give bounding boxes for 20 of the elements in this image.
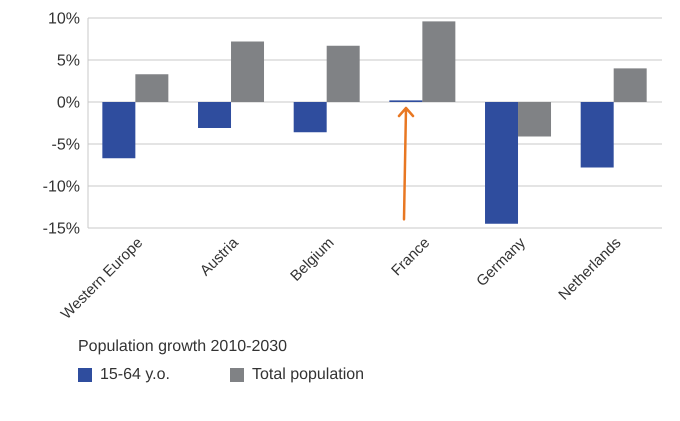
bar	[326, 46, 360, 102]
bar	[231, 42, 264, 102]
bar	[135, 74, 168, 102]
legend-label: Total population	[252, 366, 364, 384]
y-tick-label: -15%	[42, 220, 80, 238]
bar	[102, 102, 136, 158]
bar	[485, 102, 518, 224]
y-tick-label: 0%	[56, 94, 80, 112]
y-tick-label: 5%	[56, 52, 80, 70]
legend-label: 15-64 y.o.	[100, 366, 170, 384]
y-tick-label: -5%	[52, 136, 80, 154]
bar	[422, 21, 456, 102]
bar	[580, 102, 614, 168]
legend-title: Population growth 2010-2030	[78, 338, 288, 356]
bar	[198, 102, 232, 128]
bar	[294, 102, 327, 132]
y-tick-label: 10%	[48, 10, 80, 28]
bar	[518, 102, 552, 136]
y-tick-label: -10%	[42, 178, 80, 196]
bar	[614, 68, 647, 102]
